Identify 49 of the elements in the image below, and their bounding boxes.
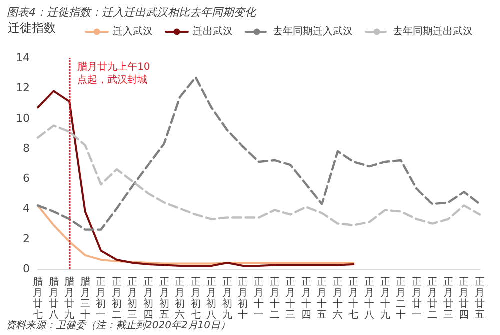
- legend-label: 迁出武汉: [193, 26, 233, 38]
- x-tick-label: 正月十五: [317, 277, 328, 321]
- x-tick-label: 正月初五: [159, 277, 170, 321]
- line-series: [37, 90, 355, 267]
- x-tick-label: 正月十三: [286, 277, 296, 321]
- legend-label: 迁入武汉: [113, 26, 153, 38]
- x-tick-label: 正月十八: [364, 277, 374, 321]
- x-tick-label: 腊月廿七: [33, 276, 43, 321]
- x-tick-label: 正月廿三: [443, 277, 454, 321]
- x-tick-label: 正月二十: [396, 277, 406, 321]
- text: 资料来源：卫健委（注：截止到2020年2月10日）: [6, 320, 231, 332]
- chart-title: 图表4：迁徙指数：迁入迁出武汉相比去年同期变化: [7, 6, 257, 19]
- y-axis-title: 迁徙指数: [8, 21, 56, 35]
- x-tick-label: 腊月廿九: [64, 276, 75, 321]
- y-tick-label: 0: [23, 262, 30, 276]
- y-tick-label: 8: [23, 142, 30, 155]
- x-tick-label: 正月初十: [238, 277, 248, 321]
- x-tick-label: 正月十九: [380, 277, 390, 321]
- x-tick-label: 正月廿二: [428, 277, 438, 321]
- y-tick-label: 14: [16, 52, 30, 64]
- x-tick-label: 正月廿一: [412, 277, 422, 321]
- x-tick-label: 正月初九: [222, 277, 232, 321]
- x-tick-label: 正月初八: [206, 277, 217, 321]
- y-tick-label: 4: [23, 202, 30, 216]
- line-series: [36, 76, 482, 231]
- x-tick-label: 正月初七: [190, 277, 201, 321]
- x-tick-label: 正月初二: [112, 277, 122, 321]
- y-tick-label: 2: [23, 232, 30, 246]
- y-tick-label: 10: [16, 112, 30, 125]
- legend-label: 去年同期迁出武汉: [393, 26, 473, 38]
- x-tick-label: 正月初四: [144, 277, 154, 321]
- legend-label: 去年同期迁入武汉: [273, 26, 353, 38]
- y-tick-label: 12: [16, 82, 30, 95]
- x-tick-label: 正月初六: [175, 277, 186, 321]
- x-tick-label: 正月十七: [348, 277, 359, 321]
- y-tick-label: 6: [23, 172, 30, 186]
- x-tick-label: 正月初一: [96, 277, 106, 321]
- x-tick-label: 腊月廿八: [48, 276, 59, 321]
- x-tick-label: 腊月三十: [80, 276, 90, 321]
- x-tick-label: 正月廿四: [459, 277, 470, 321]
- ref-line-label: 腊月廿九上午10点起，武汉封城: [78, 61, 150, 86]
- x-tick-label: 正月十四: [301, 277, 312, 321]
- x-tick-label: 正月十一: [254, 277, 264, 321]
- x-tick-label: 正月十六: [332, 277, 343, 321]
- line-series: [36, 124, 482, 226]
- x-tick-label: 正月初三: [128, 277, 138, 321]
- x-tick-label: 正月十二: [270, 277, 280, 321]
- x-tick-label: 正月廿五: [475, 277, 485, 321]
- line-series: [37, 204, 355, 265]
